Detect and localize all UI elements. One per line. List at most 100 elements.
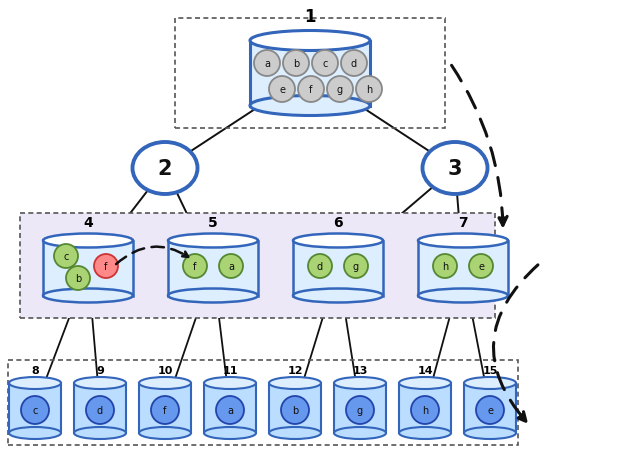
Text: 8: 8 <box>31 365 39 375</box>
Ellipse shape <box>334 427 386 439</box>
Ellipse shape <box>298 77 324 103</box>
Ellipse shape <box>293 289 383 303</box>
Ellipse shape <box>433 255 457 278</box>
Ellipse shape <box>168 289 258 303</box>
Text: c: c <box>63 251 68 262</box>
Text: c: c <box>32 405 38 415</box>
Ellipse shape <box>21 396 49 424</box>
Text: g: g <box>357 405 363 415</box>
FancyBboxPatch shape <box>43 241 133 296</box>
FancyBboxPatch shape <box>9 383 61 433</box>
Text: 5: 5 <box>208 216 218 230</box>
Text: 4: 4 <box>83 216 93 230</box>
Ellipse shape <box>132 143 198 194</box>
Text: 6: 6 <box>333 216 343 230</box>
Text: 2: 2 <box>157 159 172 179</box>
Text: e: e <box>279 85 285 95</box>
FancyBboxPatch shape <box>399 383 451 433</box>
Ellipse shape <box>281 396 309 424</box>
Text: 13: 13 <box>352 365 368 375</box>
Ellipse shape <box>346 396 374 424</box>
Ellipse shape <box>334 377 386 389</box>
Text: 7: 7 <box>458 216 468 230</box>
Text: a: a <box>264 59 270 69</box>
Ellipse shape <box>54 244 78 269</box>
Ellipse shape <box>139 377 191 389</box>
Ellipse shape <box>312 51 338 77</box>
Text: f: f <box>193 262 196 271</box>
Text: e: e <box>478 262 484 271</box>
FancyBboxPatch shape <box>334 383 386 433</box>
Text: h: h <box>366 85 372 95</box>
Ellipse shape <box>293 234 383 248</box>
Ellipse shape <box>411 396 439 424</box>
Ellipse shape <box>469 255 493 278</box>
Ellipse shape <box>9 427 61 439</box>
Text: 14: 14 <box>417 365 433 375</box>
Text: 15: 15 <box>483 365 498 375</box>
Ellipse shape <box>422 143 488 194</box>
Ellipse shape <box>269 77 295 103</box>
Text: 3: 3 <box>448 159 462 179</box>
Ellipse shape <box>254 51 280 77</box>
Ellipse shape <box>66 266 90 290</box>
Ellipse shape <box>250 96 370 116</box>
Ellipse shape <box>464 427 516 439</box>
Text: a: a <box>228 262 234 271</box>
Ellipse shape <box>94 255 118 278</box>
Text: b: b <box>75 274 81 283</box>
Ellipse shape <box>341 51 367 77</box>
Text: d: d <box>351 59 357 69</box>
FancyBboxPatch shape <box>204 383 256 433</box>
Ellipse shape <box>356 77 382 103</box>
Ellipse shape <box>269 427 321 439</box>
Text: b: b <box>292 405 298 415</box>
Ellipse shape <box>43 234 133 248</box>
Ellipse shape <box>399 427 451 439</box>
Ellipse shape <box>399 377 451 389</box>
Text: c: c <box>323 59 328 69</box>
Text: f: f <box>163 405 166 415</box>
Ellipse shape <box>219 255 243 278</box>
Ellipse shape <box>139 427 191 439</box>
Ellipse shape <box>464 377 516 389</box>
Ellipse shape <box>418 289 508 303</box>
Ellipse shape <box>308 255 332 278</box>
FancyBboxPatch shape <box>74 383 126 433</box>
Ellipse shape <box>216 396 244 424</box>
Ellipse shape <box>204 427 256 439</box>
Ellipse shape <box>74 377 126 389</box>
Text: 10: 10 <box>157 365 173 375</box>
FancyBboxPatch shape <box>20 213 495 319</box>
Ellipse shape <box>204 377 256 389</box>
Text: d: d <box>317 262 323 271</box>
Ellipse shape <box>168 234 258 248</box>
Text: h: h <box>442 262 448 271</box>
FancyBboxPatch shape <box>418 241 508 296</box>
Ellipse shape <box>250 31 370 51</box>
Ellipse shape <box>327 77 353 103</box>
Ellipse shape <box>74 427 126 439</box>
Ellipse shape <box>9 377 61 389</box>
Text: e: e <box>487 405 493 415</box>
Text: a: a <box>227 405 233 415</box>
Text: h: h <box>422 405 428 415</box>
Ellipse shape <box>283 51 309 77</box>
Ellipse shape <box>43 289 133 303</box>
Ellipse shape <box>269 377 321 389</box>
Text: b: b <box>293 59 299 69</box>
Text: f: f <box>309 85 313 95</box>
Ellipse shape <box>151 396 179 424</box>
Text: 1: 1 <box>304 7 316 25</box>
Text: 9: 9 <box>96 365 104 375</box>
Text: 11: 11 <box>222 365 237 375</box>
Text: f: f <box>104 262 108 271</box>
Text: 12: 12 <box>287 365 303 375</box>
Ellipse shape <box>344 255 368 278</box>
FancyBboxPatch shape <box>293 241 383 296</box>
FancyBboxPatch shape <box>168 241 258 296</box>
Text: d: d <box>97 405 103 415</box>
FancyBboxPatch shape <box>139 383 191 433</box>
Text: g: g <box>337 85 343 95</box>
FancyBboxPatch shape <box>269 383 321 433</box>
